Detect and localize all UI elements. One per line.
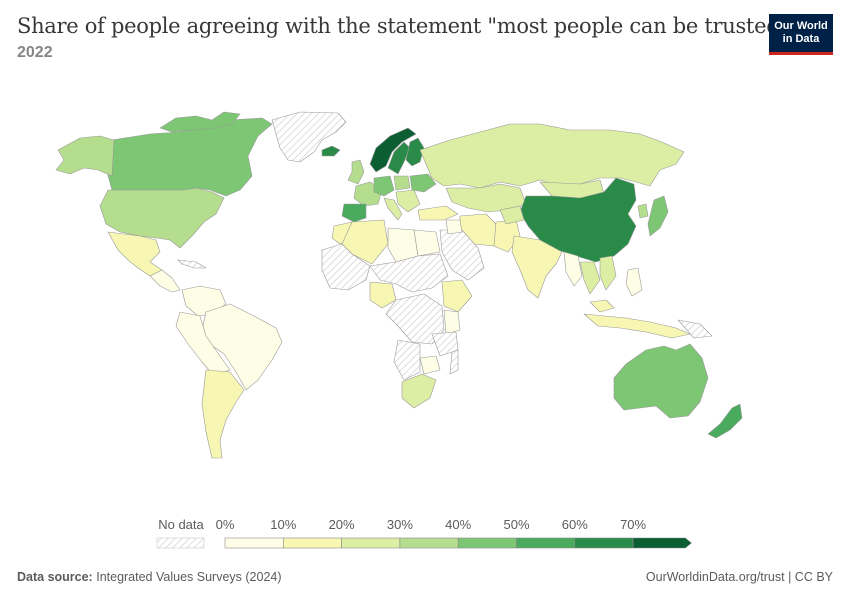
country-finland[interactable] bbox=[405, 137, 425, 167]
legend-bin-7 bbox=[632, 537, 692, 549]
country-ukraine[interactable] bbox=[409, 173, 437, 193]
country-papua[interactable] bbox=[677, 319, 713, 339]
legend-tick-label: 70% bbox=[620, 517, 646, 532]
logo-line-1: Our World bbox=[774, 20, 828, 32]
country-central-america[interactable] bbox=[149, 269, 181, 293]
country-zimbabwe[interactable] bbox=[419, 355, 441, 375]
country-russia[interactable] bbox=[419, 123, 685, 189]
country-spain[interactable] bbox=[341, 203, 367, 223]
country-germany[interactable] bbox=[373, 175, 395, 197]
country-sahara-west[interactable] bbox=[321, 243, 371, 291]
country-mexico[interactable] bbox=[107, 231, 163, 277]
country-central-africa[interactable] bbox=[385, 293, 445, 345]
country-argentina[interactable] bbox=[201, 369, 245, 459]
legend-bin-0 bbox=[224, 537, 284, 549]
country-canada-islands[interactable] bbox=[159, 111, 241, 133]
country-korea[interactable] bbox=[637, 203, 649, 219]
country-afghanistan[interactable] bbox=[499, 205, 525, 225]
legend-no-data-label: No data bbox=[158, 517, 204, 532]
country-south-africa[interactable] bbox=[401, 373, 437, 409]
color-legend: No data 0% 10% 20% 30% 40% 50% 60% 70% bbox=[156, 517, 692, 549]
country-australia[interactable] bbox=[613, 343, 709, 419]
data-source: Data source: Integrated Values Surveys (… bbox=[17, 570, 282, 584]
legend-tick-label: 30% bbox=[387, 517, 413, 532]
country-sahel[interactable] bbox=[369, 253, 449, 293]
country-turkey[interactable] bbox=[417, 205, 459, 221]
country-philippines[interactable] bbox=[625, 267, 643, 297]
country-iceland[interactable] bbox=[321, 145, 341, 157]
country-iraq[interactable] bbox=[445, 219, 463, 235]
legend-bin-4 bbox=[457, 537, 517, 549]
country-greenland[interactable] bbox=[271, 111, 347, 163]
legend-bin-6 bbox=[574, 537, 634, 549]
country-myanmar[interactable] bbox=[563, 251, 583, 287]
chart-title: Share of people agreeing with the statem… bbox=[17, 14, 789, 38]
country-vietnam[interactable] bbox=[599, 255, 617, 291]
country-arabia[interactable] bbox=[439, 229, 485, 281]
legend-tick-label: 20% bbox=[329, 517, 355, 532]
country-united-kingdom[interactable] bbox=[347, 159, 365, 185]
country-indonesia[interactable] bbox=[583, 313, 691, 339]
country-cuba[interactable] bbox=[177, 259, 207, 269]
country-kenya[interactable] bbox=[443, 309, 461, 335]
country-balkans[interactable] bbox=[395, 189, 421, 213]
country-ethiopia[interactable] bbox=[441, 279, 473, 313]
country-united-states[interactable] bbox=[99, 187, 225, 249]
owid-logo[interactable]: Our World in Data bbox=[769, 14, 833, 55]
legend-bin-1 bbox=[282, 537, 342, 549]
country-new-zealand[interactable] bbox=[707, 403, 743, 439]
country-italy[interactable] bbox=[383, 197, 403, 221]
legend-bin-5 bbox=[516, 537, 576, 549]
country-india[interactable] bbox=[511, 235, 563, 299]
legend-tick-label: 0% bbox=[216, 517, 235, 532]
country-egypt[interactable] bbox=[413, 229, 441, 257]
legend-tick-label: 40% bbox=[445, 517, 471, 532]
country-china[interactable] bbox=[519, 177, 637, 263]
legend-tick-label: 50% bbox=[503, 517, 529, 532]
country-madagascar[interactable] bbox=[449, 349, 459, 375]
data-source-value: Integrated Values Surveys (2024) bbox=[96, 570, 282, 584]
country-alaska[interactable] bbox=[55, 135, 115, 177]
legend-bin-3 bbox=[399, 537, 459, 549]
country-poland[interactable] bbox=[393, 175, 411, 191]
legend-tick-label: 60% bbox=[562, 517, 588, 532]
country-libya[interactable] bbox=[387, 227, 419, 263]
logo-line-2: in Data bbox=[782, 33, 820, 45]
chart-subtitle: 2022 bbox=[17, 44, 53, 61]
footer-link[interactable]: OurWorldinData.org/trust | CC BY bbox=[645, 570, 833, 584]
country-japan[interactable] bbox=[647, 195, 669, 237]
legend-no-data-swatch bbox=[156, 537, 205, 549]
country-norway[interactable] bbox=[369, 127, 417, 173]
country-nigeria[interactable] bbox=[369, 281, 397, 309]
country-southern-angola[interactable] bbox=[393, 339, 421, 381]
world-map[interactable] bbox=[0, 70, 850, 510]
data-source-label: Data source: bbox=[17, 570, 93, 584]
country-thailand[interactable] bbox=[579, 261, 601, 295]
legend-tick-label: 10% bbox=[270, 517, 296, 532]
legend-bin-2 bbox=[341, 537, 401, 549]
country-malaysia[interactable] bbox=[589, 299, 615, 313]
